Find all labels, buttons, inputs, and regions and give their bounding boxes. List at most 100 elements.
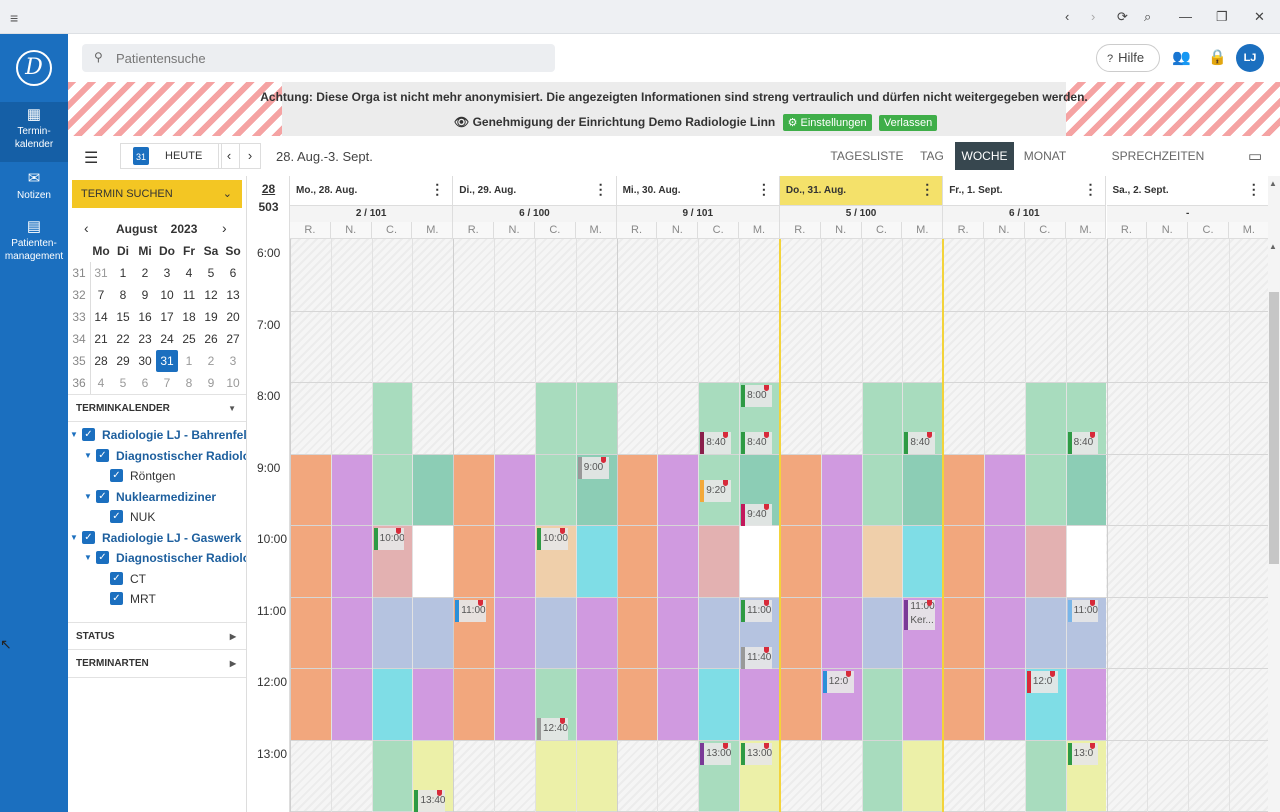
mini-calendar-day[interactable]: 14	[94, 310, 108, 324]
caret-down-icon[interactable]: ▼	[70, 532, 78, 542]
mini-calendar-day[interactable]: 28	[94, 354, 108, 368]
schedule-block[interactable]	[902, 525, 944, 597]
appointment[interactable]: 11:00 Ker...	[904, 599, 936, 630]
schedule-block[interactable]	[1024, 596, 1066, 668]
mini-calendar-day[interactable]: 6	[229, 266, 237, 280]
schedule-block[interactable]	[739, 525, 780, 597]
schedule-block[interactable]	[698, 596, 740, 668]
lock-icon[interactable]: 🔒	[1208, 49, 1227, 66]
nav-notizen[interactable]: ✉ Notizen	[0, 171, 68, 212]
appointment[interactable]: 9:00	[577, 456, 609, 479]
mini-calendar-day[interactable]: 12	[204, 288, 218, 302]
more-options-icon[interactable]: ⋮	[430, 181, 445, 197]
mini-calendar-day[interactable]: 9	[141, 288, 149, 302]
mini-calendar-day[interactable]: 18	[182, 310, 196, 324]
mini-calendar-day[interactable]: 1	[185, 354, 193, 368]
checkbox-checked[interactable]: ✓	[96, 489, 109, 503]
mini-calendar-day[interactable]: 8	[119, 288, 127, 302]
checkbox-checked[interactable]: ✓	[110, 510, 123, 523]
schedule-block[interactable]	[861, 525, 903, 597]
checkbox-checked[interactable]: ✓	[110, 592, 123, 605]
next-week-button[interactable]: ›	[239, 143, 261, 169]
checkbox-checked[interactable]: ✓	[110, 469, 123, 482]
appointment[interactable]: 11:00	[1067, 599, 1099, 622]
mini-calendar-day[interactable]: 4	[185, 266, 193, 280]
appointment[interactable]: 11:00	[741, 599, 772, 622]
schedule-block[interactable]	[739, 668, 780, 740]
tree-item[interactable]: ▼ ✓ Nuklearmediziner	[68, 487, 246, 507]
schedule-block[interactable]	[534, 739, 576, 811]
schedule-block[interactable]	[1024, 525, 1066, 597]
appointment[interactable]: 11:40	[741, 646, 772, 669]
more-options-icon[interactable]: ⋮	[920, 181, 935, 197]
terminarten-section[interactable]: TERMINARTEN ▶	[68, 650, 246, 678]
mini-calendar-day[interactable]: 11	[182, 288, 196, 302]
appointment[interactable]: 8:40	[904, 432, 936, 455]
mini-calendar-day[interactable]: 19	[204, 310, 218, 324]
mini-calendar-day[interactable]: 27	[226, 332, 240, 346]
day-header[interactable]: Do., 31. Aug. ⋮	[779, 176, 944, 206]
calendar-grid[interactable]: 10:00 13:40 11:00 10:00 12:40 9:00 8:40 9:20 13:…	[290, 239, 1268, 812]
mini-calendar-day[interactable]: 9	[207, 376, 215, 390]
appointment[interactable]: 12:0	[822, 671, 854, 693]
prev-week-button[interactable]: ‹	[218, 143, 240, 169]
leave-button[interactable]: Verlassen	[878, 115, 938, 131]
schedule-block[interactable]	[412, 596, 454, 668]
mini-calendar-day[interactable]: 4	[97, 376, 105, 390]
sidebar-toggle-icon[interactable]: ☰	[84, 150, 99, 167]
view-tagesliste[interactable]: TAGESLISTE	[830, 149, 904, 163]
appointment[interactable]: 9:40	[741, 503, 772, 526]
day-header[interactable]: Sa., 2. Sept. ⋮	[1106, 176, 1268, 206]
caret-down-icon[interactable]: ▼	[70, 430, 78, 439]
mini-calendar-day[interactable]: 26	[204, 332, 218, 346]
schedule-block[interactable]	[371, 739, 413, 811]
appointment[interactable]: 12:0	[1026, 671, 1058, 693]
schedule-block[interactable]	[1065, 668, 1107, 740]
maximize-icon[interactable]: ❐	[1216, 9, 1228, 24]
week-date-link[interactable]: 28	[261, 182, 276, 196]
day-header[interactable]: Fr., 1. Sept. ⋮	[943, 176, 1107, 206]
schedule-block[interactable]	[1065, 525, 1107, 597]
appointment[interactable]: 10:00	[536, 528, 568, 550]
appointment[interactable]: 10:00	[373, 528, 405, 550]
schedule-block[interactable]	[861, 739, 903, 811]
tree-item[interactable]: ✓ MRT	[68, 589, 246, 609]
forward-icon[interactable]: ›	[1091, 9, 1096, 24]
settings-button[interactable]: ⚙ Einstellungen	[782, 114, 872, 131]
reload-icon[interactable]: ⟳	[1117, 9, 1128, 24]
mini-calendar-day[interactable]: 10	[226, 376, 240, 390]
schedule-block[interactable]	[902, 453, 944, 525]
calendar-scrollbar[interactable]: ▲ ▲	[1268, 176, 1280, 812]
mini-calendar-day[interactable]: 3	[163, 266, 171, 280]
terminkalender-section[interactable]: TERMINKALENDER ▼	[68, 394, 246, 422]
mini-calendar-day[interactable]: 16	[138, 310, 152, 324]
patient-search-input[interactable]: ⚲ Patientensuche	[82, 44, 555, 72]
schedule-block[interactable]	[412, 668, 454, 740]
more-options-icon[interactable]: ⋮	[1083, 181, 1098, 197]
schedule-block[interactable]	[371, 596, 413, 668]
appointment[interactable]: 13:00	[700, 742, 732, 765]
checkbox-checked[interactable]: ✓	[82, 530, 95, 544]
status-section[interactable]: STATUS ▶	[68, 622, 246, 650]
mini-calendar-day[interactable]: 31	[156, 350, 178, 372]
checkbox-checked[interactable]: ✓	[82, 428, 95, 441]
day-header[interactable]: Mi., 30. Aug. ⋮	[616, 176, 780, 206]
schedule-block[interactable]	[698, 668, 740, 740]
mini-calendar-day[interactable]: 25	[182, 332, 196, 346]
tree-item[interactable]: ▼ ✓ Diagnostischer Radiologe	[68, 446, 246, 466]
find-icon[interactable]: ⌕	[1144, 9, 1152, 24]
mini-calendar-day[interactable]: 2	[141, 266, 149, 280]
schedule-block[interactable]	[575, 382, 617, 454]
mini-calendar-day[interactable]: 6	[141, 376, 149, 390]
appointment[interactable]: 8:40	[741, 432, 772, 455]
back-icon[interactable]: ‹	[1065, 9, 1070, 24]
users-icon[interactable]: 👥	[1172, 49, 1191, 66]
mini-calendar-day[interactable]: 10	[160, 288, 174, 302]
mini-calendar-day[interactable]: 21	[94, 332, 108, 346]
nav-terminkalender[interactable]: ▦ Termin- kalender	[0, 102, 68, 162]
schedule-block[interactable]	[412, 453, 454, 525]
mini-calendar-day[interactable]: 29	[116, 354, 130, 368]
schedule-block[interactable]	[575, 525, 617, 597]
day-header[interactable]: Mo., 28. Aug. ⋮	[290, 176, 454, 206]
mini-calendar-day[interactable]: 17	[160, 310, 174, 324]
